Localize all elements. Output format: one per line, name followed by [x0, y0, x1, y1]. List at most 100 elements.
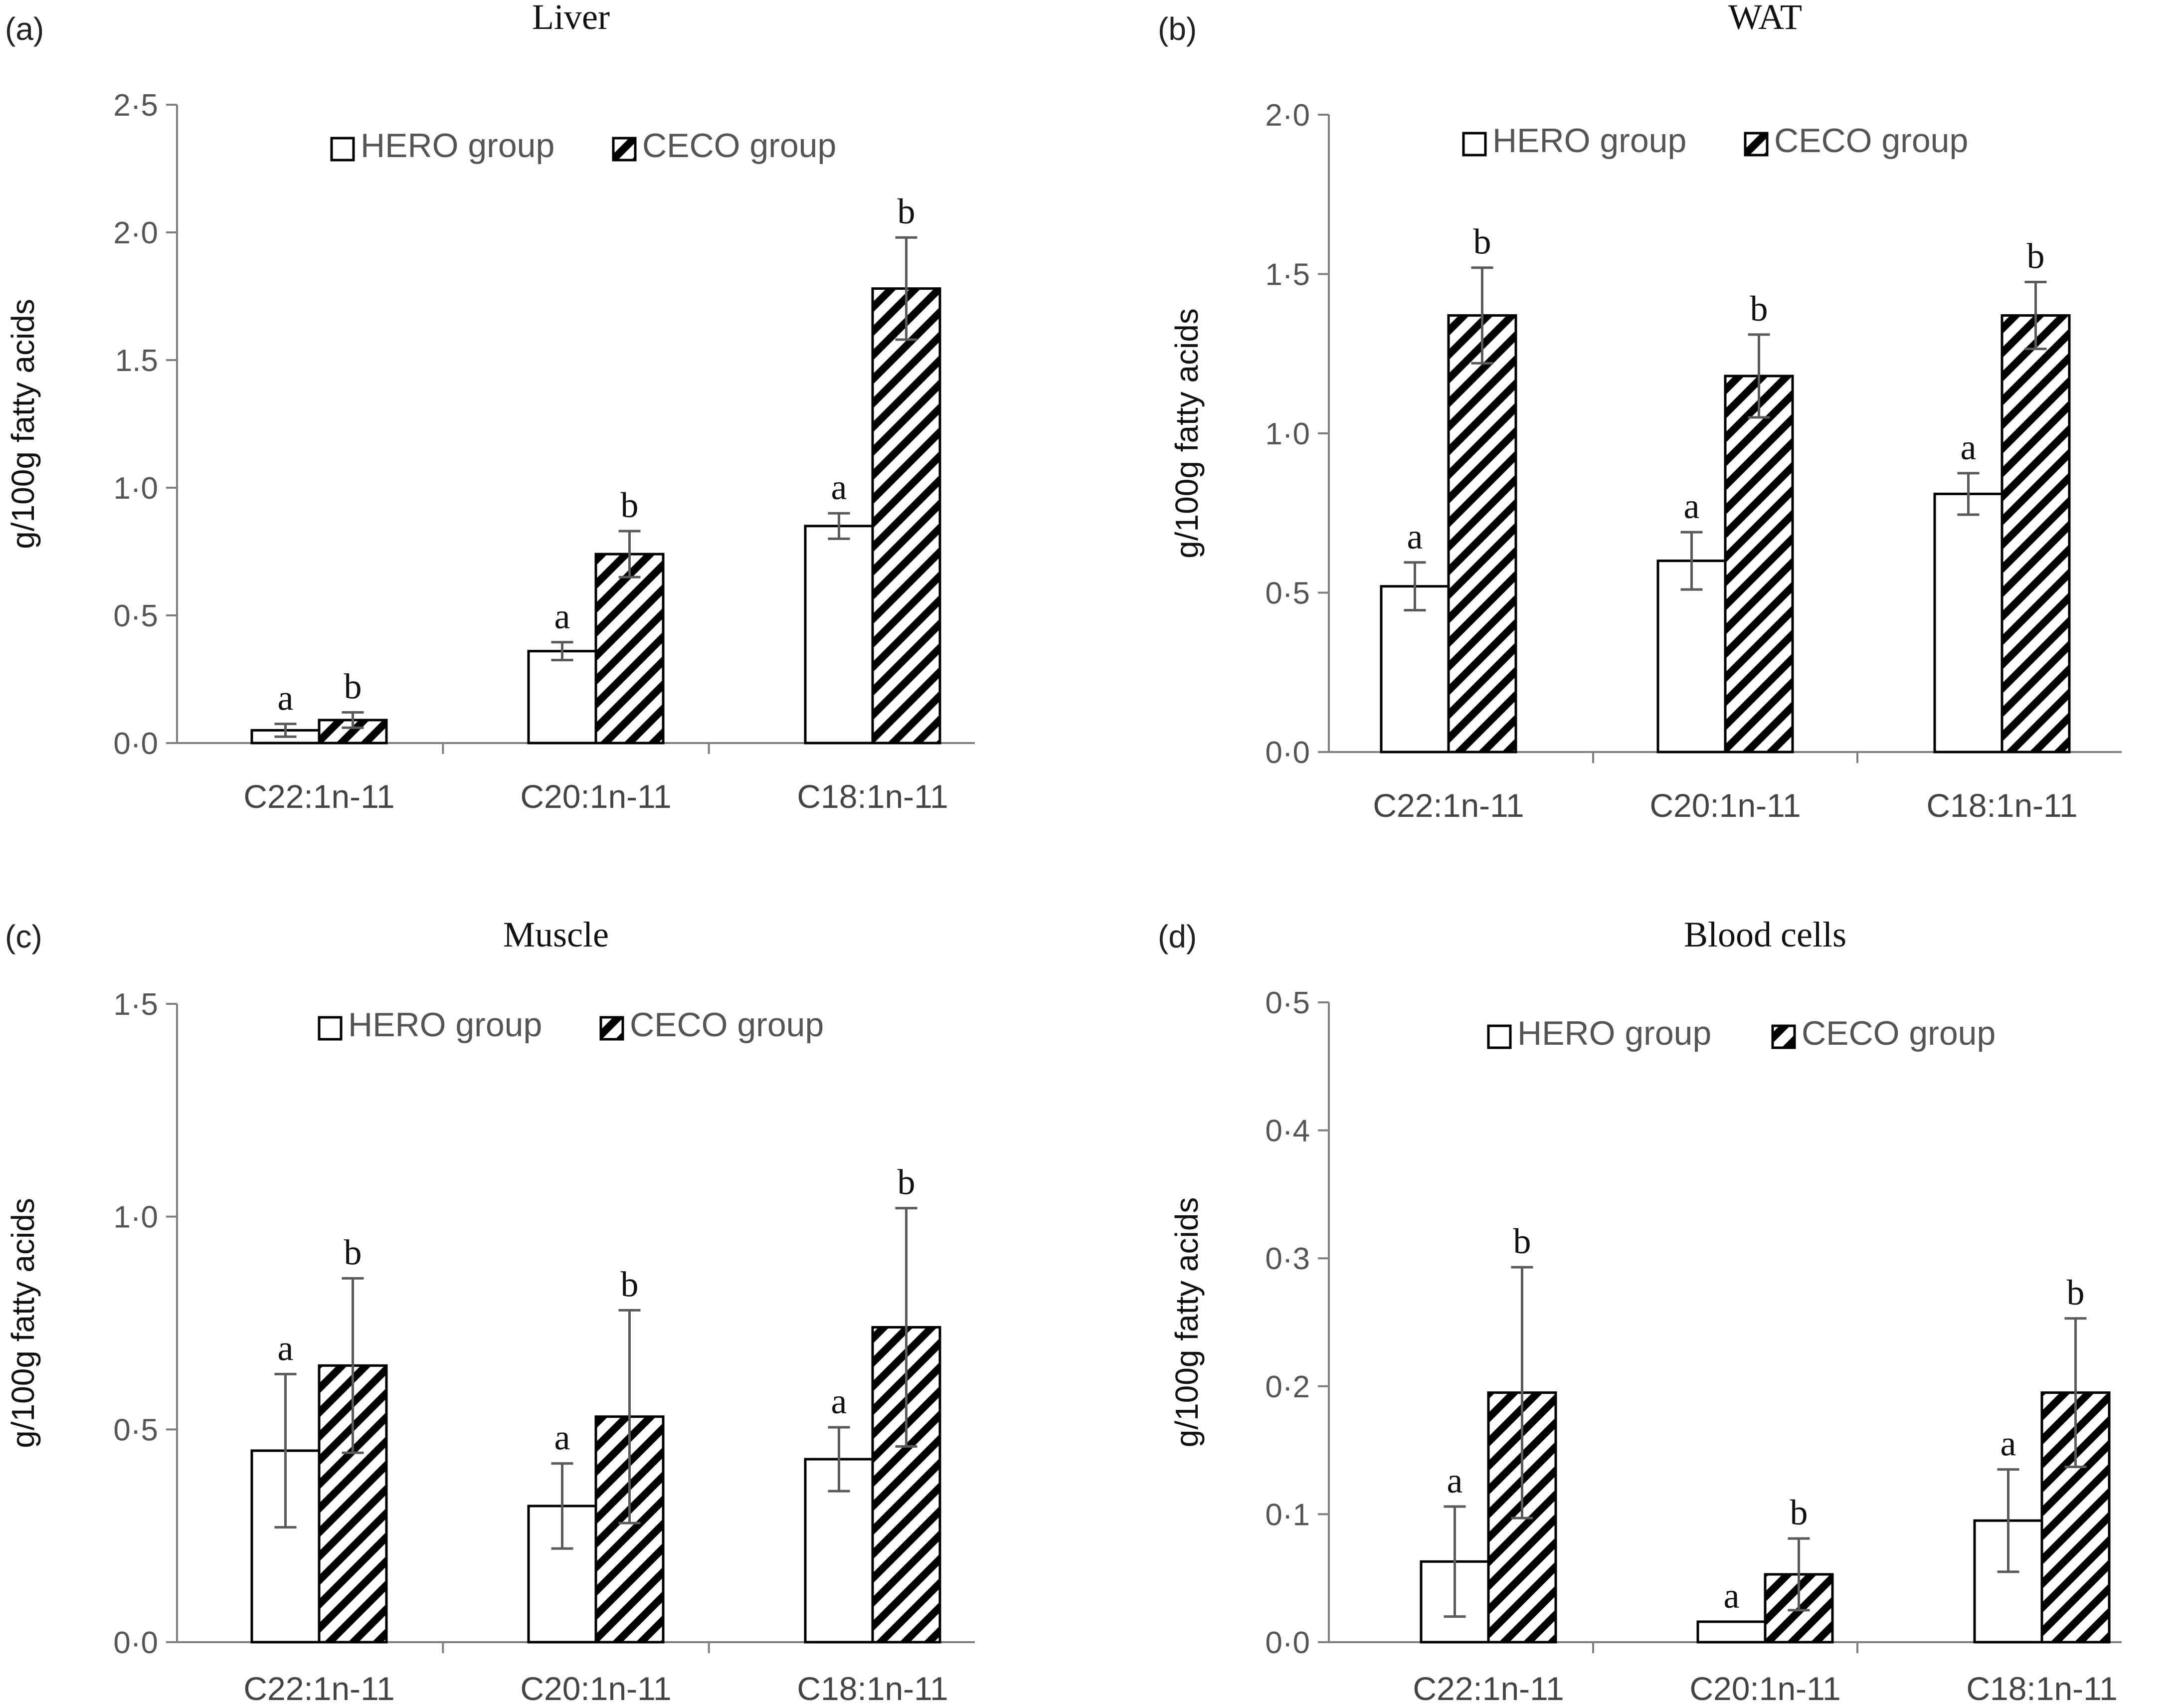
y-tick-label: 1·5 — [1265, 258, 1310, 292]
legend-swatch-hero — [330, 137, 355, 162]
significance-letter: b — [621, 485, 639, 525]
legend-swatch-ceco — [1744, 132, 1769, 157]
significance-letter: a — [831, 467, 847, 507]
significance-letter: b — [1473, 222, 1491, 262]
significance-letter: b — [2067, 1273, 2085, 1313]
legend-swatch-ceco — [599, 1016, 624, 1041]
legend-label-hero: HERO group — [348, 1006, 542, 1044]
significance-letter: b — [621, 1264, 639, 1304]
legend-label-ceco: CECO group — [1802, 1014, 1996, 1052]
y-tick-label: 1.5 — [115, 344, 158, 378]
bar-hero — [1933, 492, 2003, 754]
panel-title: WAT — [1728, 0, 1802, 37]
bar-ceco — [2001, 314, 2071, 754]
panel-letter: (a) — [5, 11, 44, 47]
x-tick-label: C18:1n-11 — [797, 1670, 948, 1706]
bar-ceco — [1447, 314, 1517, 754]
significance-letter: a — [554, 596, 570, 636]
y-tick-label: 0·5 — [113, 599, 158, 633]
x-tick-label: C22:1n-11 — [1373, 787, 1524, 824]
y-tick-label: 0·2 — [1265, 1370, 1310, 1404]
x-tick-label: C18:1n-11 — [797, 778, 948, 815]
legend-label-ceco: CECO group — [642, 127, 836, 165]
y-tick-label: 2·5 — [113, 88, 158, 123]
y-tick-label: 0·0 — [113, 727, 158, 761]
legend-swatch-hero — [318, 1016, 343, 1041]
legend-swatch-ceco — [612, 137, 637, 162]
y-axis-label: g/100g fatty acids — [1169, 308, 1205, 559]
bar-ceco — [871, 287, 941, 745]
y-axis-label: g/100g fatty acids — [1169, 1197, 1205, 1448]
y-tick-label: 0·3 — [1265, 1242, 1310, 1276]
y-tick-label: 0·1 — [1265, 1498, 1310, 1532]
x-tick-label: C20:1n-11 — [1689, 1670, 1840, 1706]
legend-swatch-hero — [1487, 1024, 1512, 1049]
panel-title: Blood cells — [1684, 915, 1846, 954]
panel-title: Liver — [532, 0, 610, 37]
bar-hero — [1696, 1620, 1767, 1644]
x-tick-label: C20:1n-11 — [1649, 787, 1801, 824]
bar-hero — [1656, 560, 1727, 754]
legend-label-ceco: CECO group — [630, 1006, 824, 1044]
y-tick-label: 0·5 — [113, 1413, 158, 1447]
panel-letter: (b) — [1158, 11, 1197, 47]
significance-letter: a — [278, 1328, 294, 1368]
chart-panel-a: (a) Liver g/100g fatty acids 0·0 0·5 1·0 1.5 2·… — [5, 0, 975, 815]
significance-letter: a — [2001, 1424, 2016, 1464]
legend-swatch-ceco — [1771, 1024, 1796, 1049]
bar-ceco — [594, 553, 665, 745]
significance-letter: b — [1790, 1493, 1808, 1532]
significance-letter: a — [831, 1381, 847, 1421]
significance-letter: a — [1724, 1576, 1740, 1616]
y-tick-label: 1·5 — [113, 987, 158, 1022]
significance-letter: a — [278, 678, 294, 718]
significance-letter: a — [1447, 1461, 1463, 1501]
y-tick-label: 0·0 — [113, 1626, 158, 1660]
x-tick-label: C18:1n-11 — [1966, 1670, 2117, 1706]
y-tick-label: 0·0 — [1265, 1626, 1310, 1660]
significance-letter: b — [344, 1232, 362, 1272]
y-axis-label: g/100g fatty acids — [5, 1198, 41, 1448]
legend-label-hero: HERO group — [1492, 122, 1686, 160]
significance-letter: a — [1684, 486, 1700, 526]
x-tick-label: C22:1n-11 — [243, 778, 394, 815]
y-tick-label: 0·5 — [1265, 986, 1310, 1020]
x-tick-label: C20:1n-11 — [520, 778, 671, 815]
panel-title: Muscle — [503, 915, 609, 954]
y-tick-label: 0·0 — [1265, 736, 1310, 770]
bar-ceco — [1724, 375, 1794, 754]
x-tick-label: C20:1n-11 — [520, 1670, 671, 1706]
panel-letter: (c) — [5, 919, 42, 954]
chart-panel-b: (b) WAT g/100g fatty acids 0·0 0·5 1·0 1·5 2·0 a… — [1158, 0, 2122, 824]
panel-letter: (d) — [1158, 919, 1197, 954]
significance-letter: a — [554, 1418, 570, 1458]
significance-letter: b — [1513, 1221, 1531, 1261]
y-tick-label: 1·0 — [113, 1200, 158, 1235]
y-tick-label: 0·5 — [1265, 576, 1310, 611]
significance-letter: b — [2027, 236, 2045, 276]
x-tick-label: C18:1n-11 — [1926, 787, 2077, 824]
bar-hero — [804, 525, 874, 745]
bar-hero — [527, 650, 597, 745]
legend-swatch-hero — [1462, 132, 1487, 157]
x-tick-label: C22:1n-11 — [243, 1670, 394, 1706]
y-tick-label: 1·0 — [113, 471, 158, 506]
significance-letter: b — [898, 191, 915, 231]
y-tick-label: 2·0 — [113, 216, 158, 250]
significance-letter: b — [898, 1162, 915, 1202]
chart-panel-d: (d) Blood cells g/100g fatty acids 0·0 0·1 0·… — [1158, 915, 2122, 1706]
significance-letter: b — [1750, 289, 1768, 329]
y-tick-label: 2·0 — [1265, 98, 1310, 133]
x-tick-label: C22:1n-11 — [1413, 1670, 1564, 1706]
significance-letter: a — [1961, 427, 1977, 467]
legend-label-hero: HERO group — [361, 127, 554, 165]
legend-label-ceco: CECO group — [1774, 122, 1968, 160]
chart-panel-c: (c) Muscle g/100g fatty acids 0·0 0·5 1·0 1·5 a… — [5, 915, 975, 1706]
y-axis-label: g/100g fatty acids — [5, 299, 41, 549]
significance-letter: b — [344, 667, 362, 707]
y-tick-label: 1·0 — [1265, 417, 1310, 451]
significance-letter: a — [1407, 517, 1423, 557]
y-tick-label: 0·4 — [1265, 1114, 1310, 1148]
legend-label-hero: HERO group — [1517, 1014, 1711, 1052]
